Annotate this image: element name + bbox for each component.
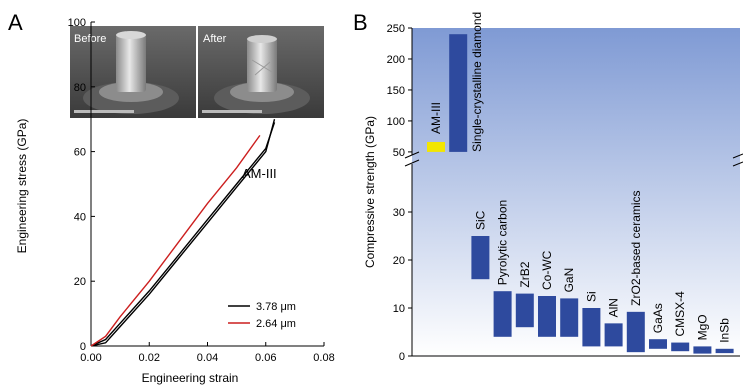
curve-series-1 xyxy=(90,122,276,347)
bar-gan xyxy=(560,298,579,337)
panel-a-x-ticks: 0.00 0.02 0.04 0.06 0.08 xyxy=(80,342,335,364)
panel-a-curves xyxy=(90,119,276,347)
bar-aln xyxy=(604,323,623,347)
y-tick-label: 40 xyxy=(74,211,86,223)
curve-series-0 xyxy=(90,119,276,347)
bar-gaas xyxy=(649,339,667,349)
x-tick-label: 0.06 xyxy=(255,352,276,364)
legend-label-2-64: 2.64 μm xyxy=(256,318,296,330)
y-tick-label: 30 xyxy=(393,207,405,219)
y-tick-label: 80 xyxy=(74,82,86,94)
y-tick-label: 100 xyxy=(68,17,86,29)
y-tick-label: 0 xyxy=(80,341,86,353)
bar-label: Co-WC xyxy=(540,250,554,290)
bar-label: Single-crystalline diamond xyxy=(470,12,484,152)
panel-a-y-axis-label: Engineering stress (GPa) xyxy=(15,119,29,254)
y-tick-label: 20 xyxy=(393,255,405,267)
legend-label-3-78: 3.78 μm xyxy=(256,301,296,313)
bar-label: AM-III xyxy=(429,102,443,134)
y-tick-label: 0 xyxy=(399,351,405,363)
sem-inset-after: After xyxy=(198,26,324,118)
x-tick-label: 0.08 xyxy=(313,352,334,364)
bar-pyrolytic-carbon xyxy=(493,291,512,337)
bar-label: GaAs xyxy=(651,303,665,333)
bar-label: InSb xyxy=(718,318,732,343)
bar-co-wc xyxy=(538,296,556,337)
panel-b-label: B xyxy=(353,10,368,35)
bar-si xyxy=(582,308,601,347)
x-tick-label: 0.04 xyxy=(197,352,218,364)
bar-label: ZrO2-based ceramics xyxy=(629,190,643,305)
bar-zro2-based-ceramics xyxy=(626,311,645,353)
bar-label: GaN xyxy=(562,268,576,293)
panel-a-x-axis-label: Engineering strain xyxy=(142,371,239,385)
bar-zrb2 xyxy=(515,293,534,328)
bar-label: SiC xyxy=(473,210,487,230)
x-tick-label: 0.00 xyxy=(80,352,101,364)
bar-cmsx-4 xyxy=(671,342,690,352)
panel-a-legend: 3.78 μm 2.64 μm xyxy=(228,301,296,330)
panel-b-y-axis-label: Compressive strength (GPa) xyxy=(363,116,377,268)
panel-b-y-ticks: 50 100 150 200 250 0 10 20 30 xyxy=(387,23,412,363)
y-tick-label: 20 xyxy=(74,276,86,288)
bar-label: MgO xyxy=(695,314,709,340)
am-iii-annotation: AM-III xyxy=(242,166,277,181)
panel-b-bars xyxy=(427,34,734,354)
curve-series-2 xyxy=(90,134,261,347)
y-tick-label: 50 xyxy=(393,147,405,159)
panel-b: B 50 100 150 200 250 0 10 20 30 Compressive stre… xyxy=(353,10,743,363)
y-tick-label: 150 xyxy=(387,85,405,97)
bar-mgo xyxy=(693,346,712,354)
bar-label: CMSX-4 xyxy=(673,291,687,337)
bar-label: Si xyxy=(584,291,598,302)
y-tick-label: 100 xyxy=(387,116,405,128)
bar-am-iii xyxy=(427,141,445,152)
bar-sic xyxy=(471,236,490,280)
inset-before-label: Before xyxy=(74,33,106,45)
bar-insb xyxy=(715,348,734,354)
y-tick-label: 250 xyxy=(387,23,405,35)
y-tick-label: 200 xyxy=(387,54,405,66)
panel-a-label: A xyxy=(8,10,23,35)
y-tick-label: 60 xyxy=(74,147,86,159)
bar-label: ZrB2 xyxy=(518,261,532,287)
inset-after-label: After xyxy=(203,33,227,45)
panel-a: A Before After 0.00 0.02 0.04 0.06 0.08 xyxy=(8,10,335,385)
y-tick-label: 10 xyxy=(393,303,405,315)
bar-label: Pyrolytic carbon xyxy=(496,200,510,285)
panel-a-y-ticks: 0 20 40 60 80 100 xyxy=(68,17,95,353)
bar-single-crystalline-diamond xyxy=(449,34,468,152)
x-tick-label: 0.02 xyxy=(139,352,160,364)
sem-inset-before: Before xyxy=(70,26,196,118)
bar-label: AlN xyxy=(607,298,621,317)
panel-b-bar-labels: AM-III Single-crystalline diamond SiC Pyrol… xyxy=(429,12,732,343)
